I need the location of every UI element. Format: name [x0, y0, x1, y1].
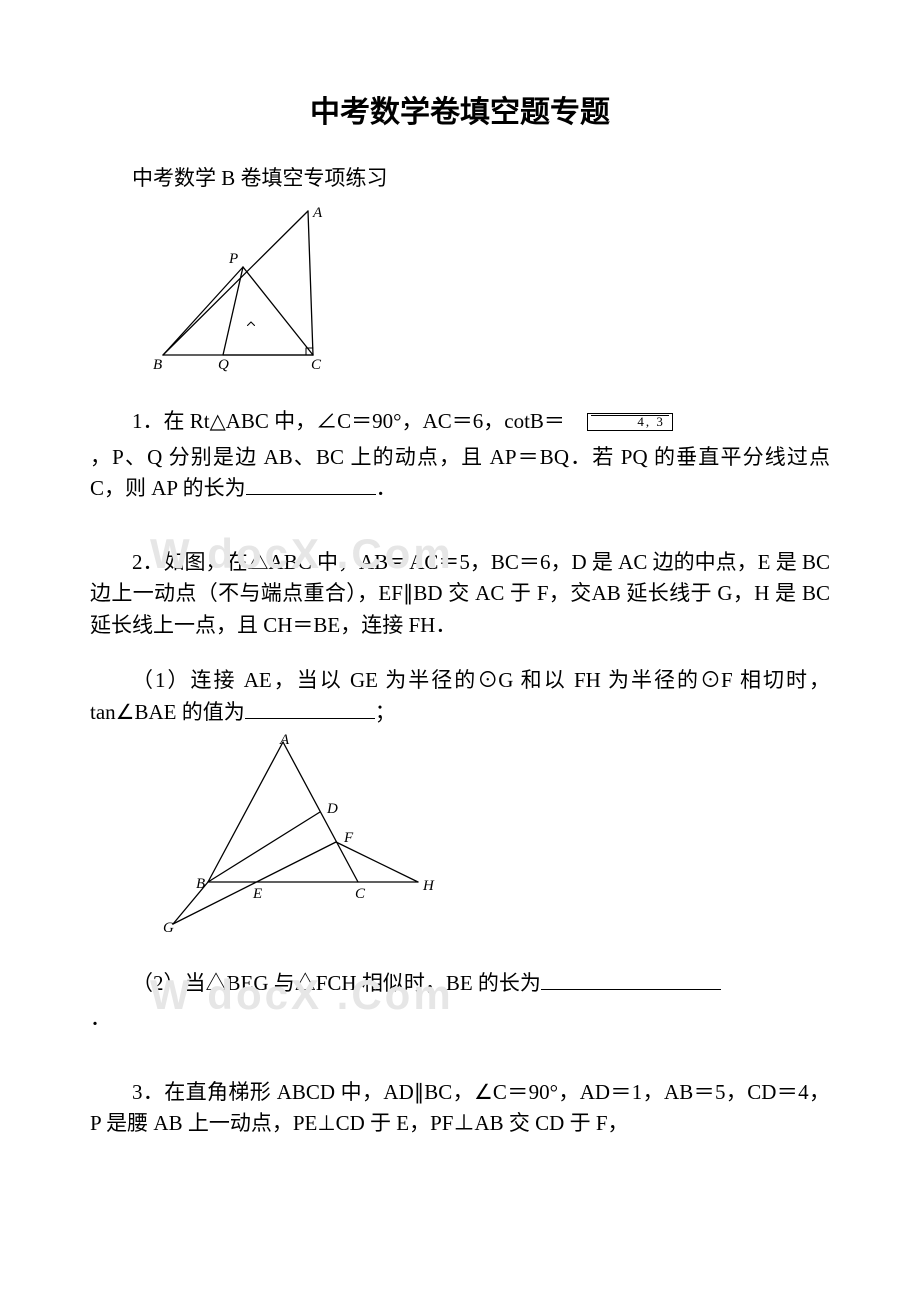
q1-blank: [246, 473, 376, 495]
q2-part1: （1）连接 AE，当以 GE 为半径的⊙G 和以 FH 为半径的⊙F 相切时，t…: [90, 665, 830, 728]
q2-intro: 2．如图，在△ABC 中，AB＝AC＝5，BC＝6，D 是 AC 边的中点，E …: [90, 547, 830, 642]
q2-part2-blank: [541, 968, 721, 990]
svg-text:D: D: [326, 801, 338, 817]
q2-part2: （2）当△BEG 与△FCH 相似时，BE 的长为: [90, 968, 830, 1000]
page-subtitle: 中考数学 B 卷填空专项练习: [90, 163, 830, 195]
svg-text:P: P: [228, 251, 238, 267]
svg-text:E: E: [252, 886, 262, 902]
q1-line1: 1．在 Rt△ABC 中，∠C＝90°，AC＝6，cotB＝ 4, 3: [90, 406, 830, 438]
q2-part1-blank: [245, 697, 375, 719]
svg-text:H: H: [422, 878, 435, 894]
q1-period: ．: [376, 476, 397, 500]
q3-text: 3．在直角梯形 ABCD 中，AD∥BC，∠C＝90°，AD＝1，AB＝5，CD…: [90, 1077, 830, 1140]
q1-line2: W docX .Com ，P、Q 分别是边 AB、BC 上的动点，且 AP＝BQ…: [90, 442, 830, 505]
svg-text:B: B: [196, 876, 205, 892]
q2-part2-period: ．: [90, 1006, 111, 1030]
svg-text:Q: Q: [218, 357, 229, 373]
q2-part2-end: W docX .Com ．: [90, 1003, 830, 1035]
q1-figure: A B Q C P: [153, 205, 830, 383]
svg-text:A: A: [279, 734, 290, 748]
svg-text:A: A: [312, 205, 323, 221]
q2-part2-text: （2）当△BEG 与△FCH 相似时，BE 的长为: [132, 971, 541, 995]
svg-text:G: G: [163, 920, 174, 934]
q1-text-a: 1．在 Rt△ABC 中，∠C＝90°，AC＝6，cotB＝: [132, 409, 565, 433]
svg-text:B: B: [153, 357, 162, 373]
svg-text:C: C: [355, 886, 366, 902]
q1-fraction: 4, 3: [587, 413, 673, 431]
q2-part1-text: （1）连接 AE，当以 GE 为半径的⊙G 和以 FH 为半径的⊙F 相切时，t…: [90, 668, 830, 724]
svg-text:F: F: [343, 830, 354, 846]
q2-part1-semi: ；: [375, 700, 396, 724]
q2-figure: A B C H D E F G: [153, 734, 830, 944]
page-title: 中考数学卷填空题专题: [90, 90, 830, 135]
svg-text:C: C: [311, 357, 322, 373]
q1-text-b: ，P、Q 分别是边 AB、BC 上的动点，且 AP＝BQ．若 PQ 的垂直平分线…: [90, 445, 830, 501]
